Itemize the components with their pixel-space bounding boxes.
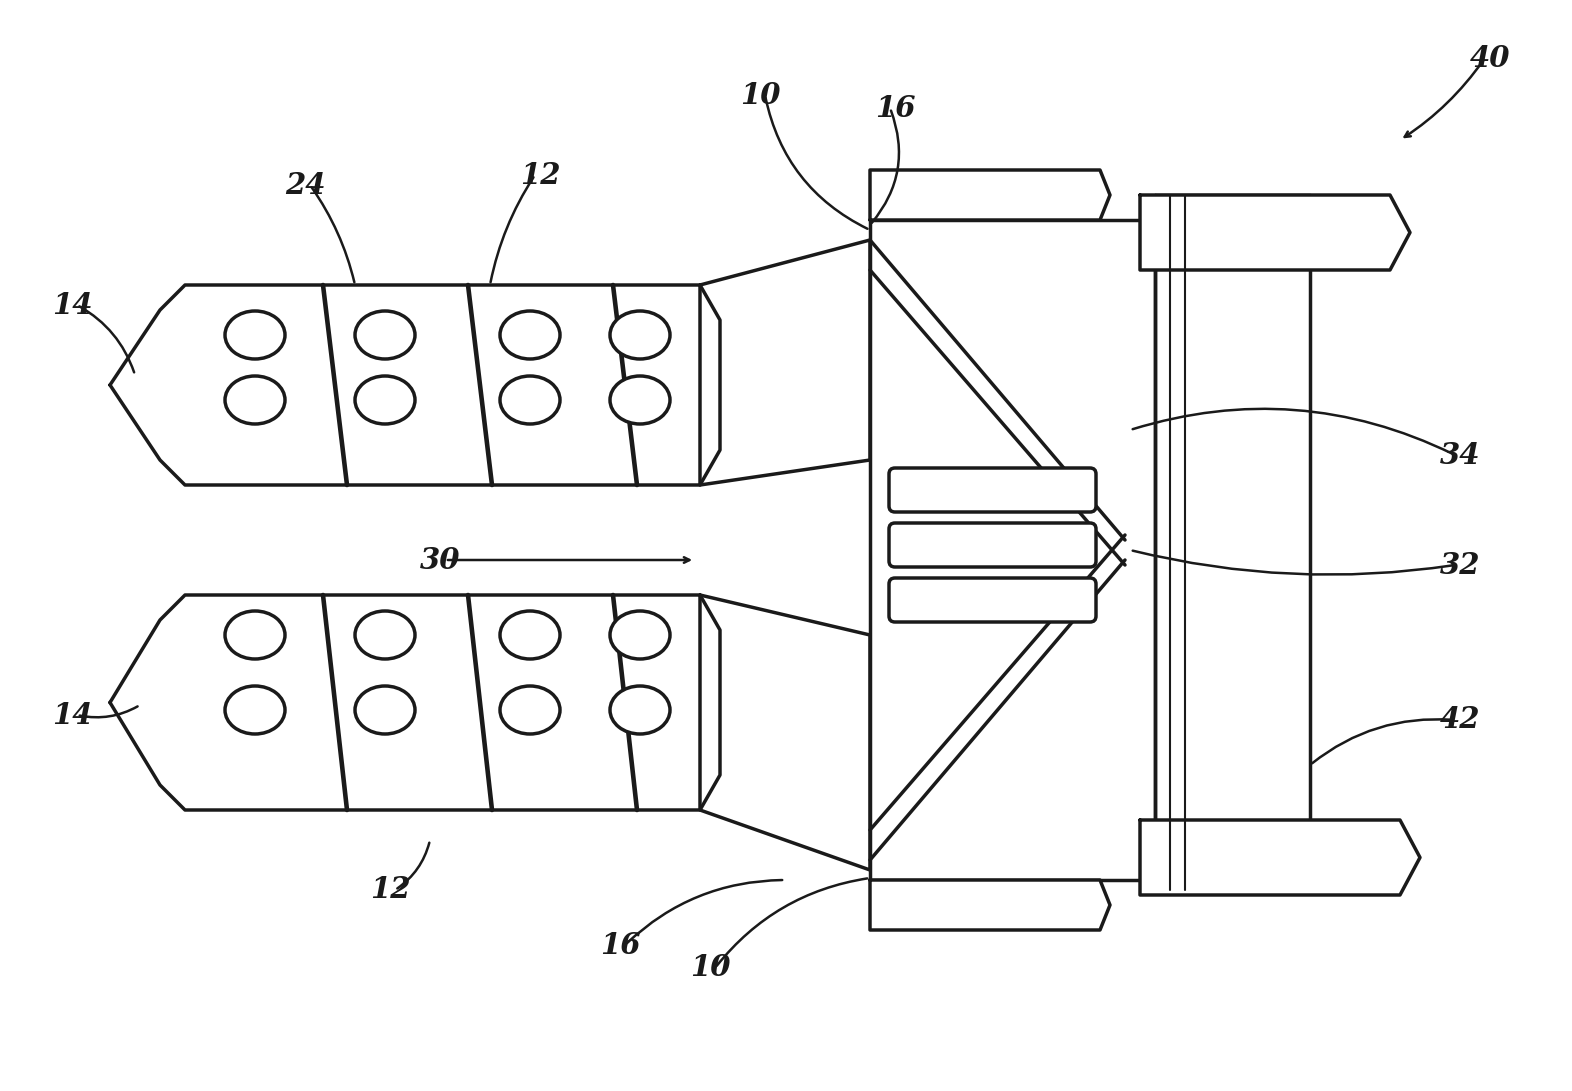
Ellipse shape bbox=[500, 311, 560, 359]
Text: 24: 24 bbox=[285, 170, 325, 200]
Polygon shape bbox=[700, 595, 869, 870]
Ellipse shape bbox=[610, 686, 670, 734]
FancyBboxPatch shape bbox=[890, 523, 1096, 567]
Ellipse shape bbox=[225, 376, 285, 424]
Ellipse shape bbox=[500, 686, 560, 734]
Polygon shape bbox=[110, 595, 720, 810]
Text: 16: 16 bbox=[874, 94, 915, 122]
Polygon shape bbox=[110, 285, 720, 485]
Polygon shape bbox=[869, 170, 1110, 220]
Polygon shape bbox=[1155, 195, 1309, 890]
Text: 16: 16 bbox=[601, 931, 640, 959]
Ellipse shape bbox=[355, 611, 415, 659]
Ellipse shape bbox=[225, 611, 285, 659]
Text: 30: 30 bbox=[420, 546, 461, 575]
FancyBboxPatch shape bbox=[890, 468, 1096, 512]
Polygon shape bbox=[869, 220, 1155, 880]
Ellipse shape bbox=[225, 686, 285, 734]
Text: 12: 12 bbox=[369, 875, 410, 904]
Text: 40: 40 bbox=[1470, 44, 1511, 72]
Polygon shape bbox=[869, 880, 1110, 930]
Polygon shape bbox=[700, 240, 869, 485]
Ellipse shape bbox=[355, 311, 415, 359]
Ellipse shape bbox=[610, 376, 670, 424]
Polygon shape bbox=[1140, 195, 1410, 269]
Ellipse shape bbox=[500, 376, 560, 424]
Text: 34: 34 bbox=[1440, 441, 1481, 469]
Ellipse shape bbox=[225, 311, 285, 359]
Ellipse shape bbox=[355, 686, 415, 734]
Text: 42: 42 bbox=[1440, 706, 1481, 734]
Text: 14: 14 bbox=[52, 290, 93, 320]
Polygon shape bbox=[1140, 820, 1420, 895]
Ellipse shape bbox=[355, 376, 415, 424]
FancyBboxPatch shape bbox=[890, 578, 1096, 622]
Text: 32: 32 bbox=[1440, 551, 1481, 579]
Ellipse shape bbox=[610, 611, 670, 659]
Text: 10: 10 bbox=[690, 954, 731, 983]
Ellipse shape bbox=[610, 311, 670, 359]
Text: 14: 14 bbox=[52, 700, 93, 730]
Text: 10: 10 bbox=[740, 81, 780, 109]
Ellipse shape bbox=[500, 611, 560, 659]
Text: 12: 12 bbox=[520, 160, 560, 190]
